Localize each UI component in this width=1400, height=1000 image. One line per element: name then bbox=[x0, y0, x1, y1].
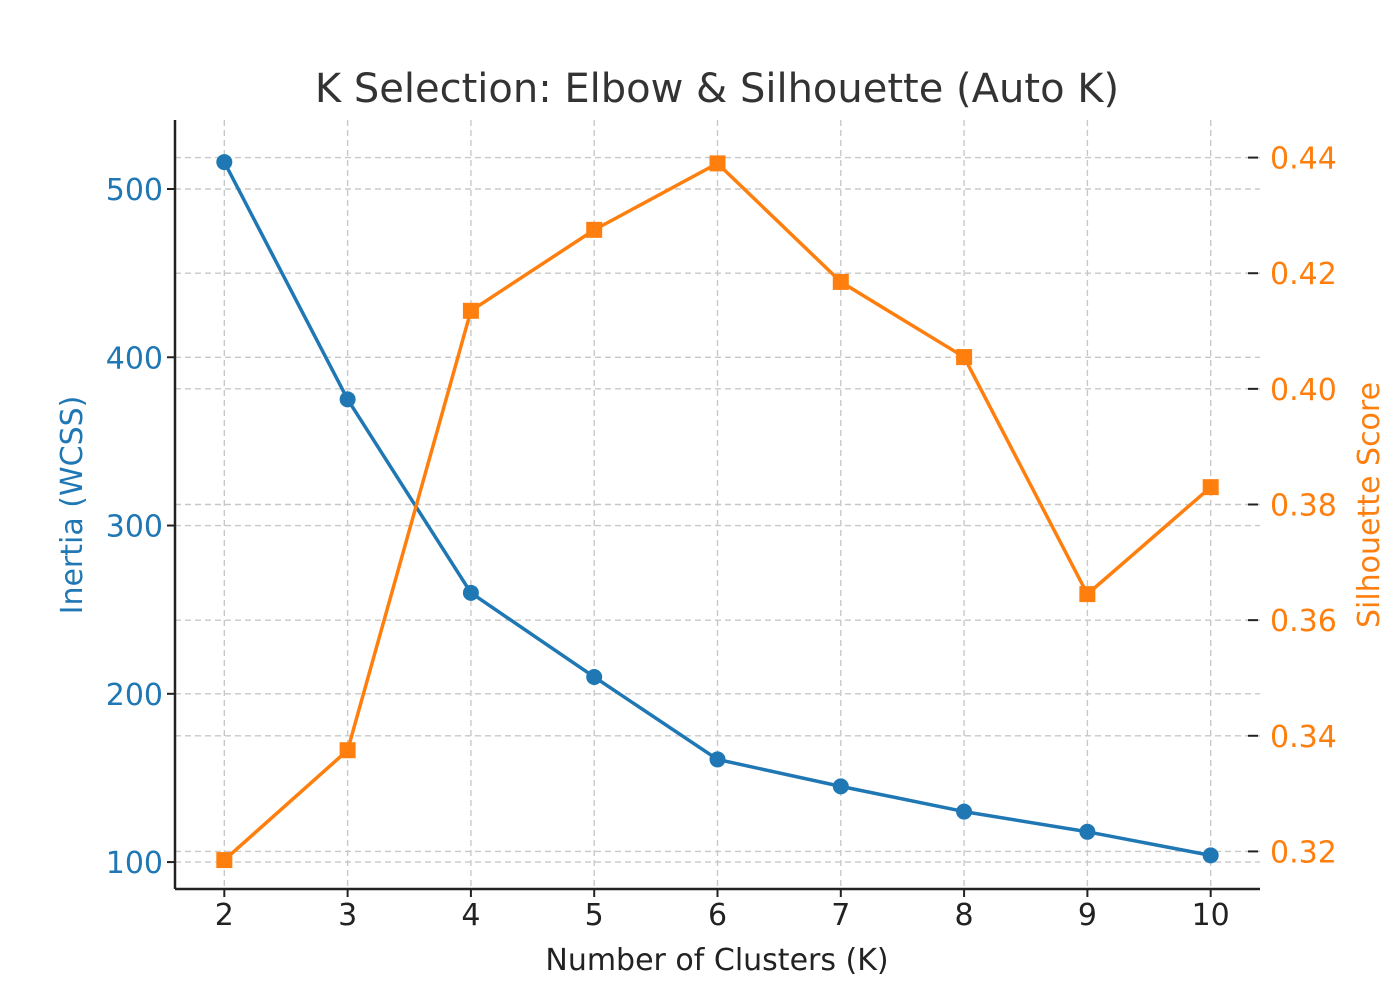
silhouette-point bbox=[462, 302, 479, 319]
left-y-tick-label: 100 bbox=[106, 846, 163, 881]
chart-title: K Selection: Elbow & Silhouette (Auto K) bbox=[315, 66, 1119, 112]
x-tick-label: 2 bbox=[215, 898, 234, 933]
x-tick-label: 7 bbox=[831, 898, 850, 933]
right-y-axis-label: Silhouette Score bbox=[1352, 382, 1387, 628]
left-y-tick-label: 500 bbox=[106, 173, 163, 208]
x-tick-label: 6 bbox=[708, 898, 727, 933]
silhouette-point bbox=[709, 155, 726, 172]
inertia-point bbox=[216, 154, 233, 171]
inertia-point bbox=[1079, 823, 1096, 840]
silhouette-point bbox=[1202, 479, 1219, 496]
silhouette-point bbox=[832, 273, 849, 290]
silhouette-point bbox=[216, 852, 233, 869]
right-y-tick-label: 0.34 bbox=[1270, 720, 1337, 755]
left-y-tick-label: 300 bbox=[106, 510, 163, 545]
inertia-point bbox=[462, 584, 479, 601]
right-y-tick-label: 0.38 bbox=[1270, 489, 1337, 524]
x-tick-label: 3 bbox=[338, 898, 357, 933]
x-axis-label: Number of Clusters (K) bbox=[545, 943, 888, 978]
grid-layer bbox=[175, 120, 1260, 889]
right-y-tick-label: 0.44 bbox=[1270, 142, 1337, 177]
silhouette-point bbox=[956, 349, 973, 366]
x-tick-label: 4 bbox=[461, 898, 480, 933]
inertia-point bbox=[339, 391, 356, 408]
right-y-tick-label: 0.40 bbox=[1270, 373, 1337, 408]
right-y-tick-label: 0.36 bbox=[1270, 604, 1337, 639]
ticks-layer: 2 3 4 5 6 7 8 9 10 100 200 300 400 500 0.32 0.34 0.36 0.3… bbox=[106, 142, 1337, 933]
inertia-point bbox=[956, 803, 973, 820]
left-y-axis-label: Inertia (WCSS) bbox=[55, 396, 90, 615]
x-tick-label: 8 bbox=[955, 898, 974, 933]
right-y-tick-label: 0.32 bbox=[1270, 835, 1337, 870]
left-y-tick-label: 400 bbox=[106, 341, 163, 376]
silhouette-point bbox=[339, 742, 356, 759]
x-tick-label: 5 bbox=[585, 898, 604, 933]
series-layer bbox=[216, 154, 1219, 869]
x-tick-label: 9 bbox=[1078, 898, 1097, 933]
silhouette-point bbox=[586, 221, 603, 238]
silhouette-point bbox=[1079, 586, 1096, 603]
left-y-tick-label: 200 bbox=[106, 678, 163, 713]
inertia-point bbox=[586, 668, 603, 685]
inertia-point bbox=[709, 751, 726, 768]
inertia-point bbox=[832, 778, 849, 795]
x-tick-label: 10 bbox=[1192, 898, 1230, 933]
inertia-point bbox=[1202, 847, 1219, 864]
right-y-tick-label: 0.42 bbox=[1270, 257, 1337, 292]
